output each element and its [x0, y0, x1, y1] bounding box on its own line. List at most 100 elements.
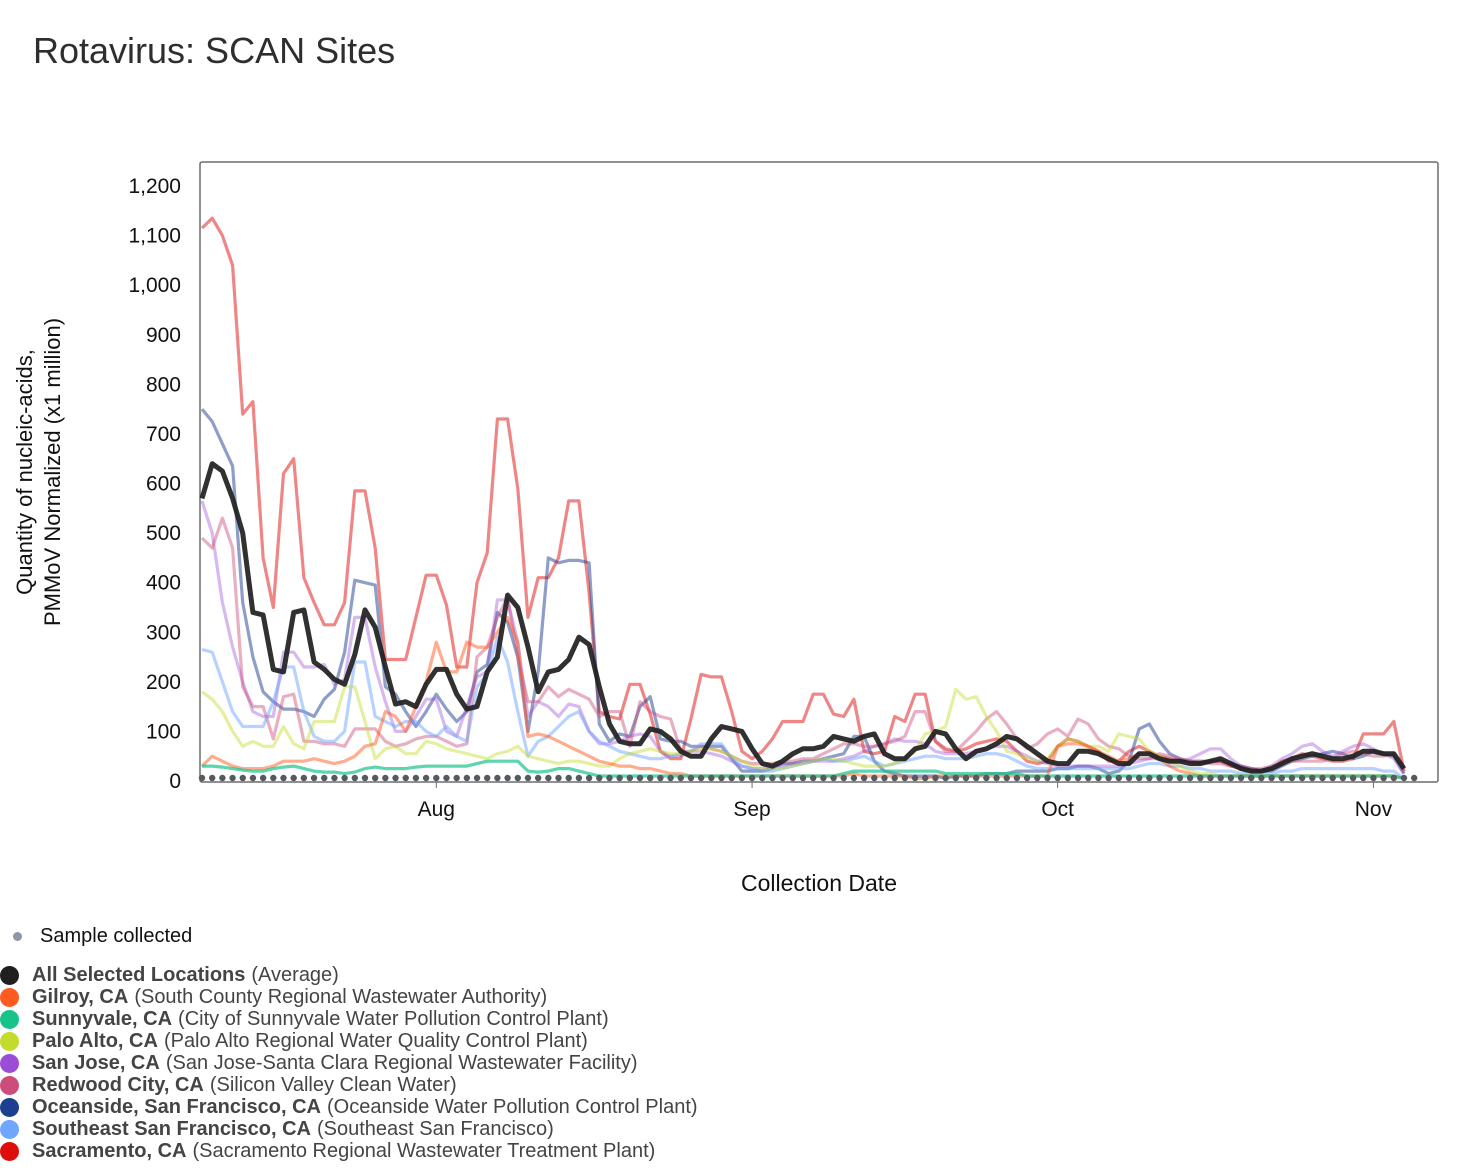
legend-item[interactable]: Sacramento, CA (Sacramento Regional Waste… — [0, 1140, 698, 1162]
sample-marker — [830, 774, 837, 782]
sample-marker — [677, 774, 684, 782]
sample-marker — [1288, 774, 1296, 782]
sample-marker — [270, 774, 277, 782]
legend-swatch-icon — [0, 1141, 19, 1161]
sample-marker — [687, 774, 695, 782]
legend-location: Sacramento, CA — [32, 1139, 187, 1162]
sample-marker — [942, 774, 949, 782]
legend-item[interactable]: Southeast San Francisco, CA (Southeast Sa… — [0, 1118, 698, 1140]
sample-marker — [473, 774, 481, 782]
legend-location: San Jose, CA — [32, 1051, 160, 1074]
series-line[interactable] — [201, 685, 1405, 781]
sample-marker — [534, 774, 542, 782]
legend-facility: (Average) — [251, 963, 339, 986]
legend-item[interactable]: Redwood City, CA (Silicon Valley Clean Wa… — [0, 1074, 698, 1096]
y-tick-label: 400 — [146, 572, 181, 595]
legend-item[interactable]: Oceanside, San Francisco, CA (Oceanside W… — [0, 1096, 698, 1118]
y-tick-label: 1,200 — [128, 175, 181, 198]
legend-location: Redwood City, CA — [32, 1073, 204, 1096]
legend-location: Sunnyvale, CA — [32, 1007, 173, 1030]
x-axis-label: Collection Date — [741, 870, 897, 896]
y-axis-label: Quantity of nucleic-acids, PMMoV Normali… — [12, 318, 65, 626]
sample-marker — [901, 774, 909, 782]
sample-marker — [1095, 774, 1102, 782]
legend-swatch-icon — [0, 987, 19, 1007]
sample-marker — [1085, 774, 1092, 782]
sample-marker — [1370, 774, 1377, 782]
legend-item[interactable]: Sunnyvale, CA (City of Sunnyvale Water Po… — [0, 1008, 698, 1030]
sample-marker — [789, 774, 797, 782]
x-tick-label: Aug — [418, 798, 455, 821]
sample-marker — [412, 774, 420, 782]
y-tick-label: 500 — [146, 522, 181, 545]
legend-location: All Selected Locations — [32, 963, 246, 986]
legend-series-list: All Selected Locations (Average) Gilroy, C… — [0, 964, 698, 1162]
sample-marker — [402, 774, 409, 782]
y-axis-label-line1: Quantity of nucleic-acids, — [12, 349, 37, 595]
sample-marker — [494, 774, 501, 782]
legend-item[interactable]: All Selected Locations (Average) — [0, 964, 698, 986]
legend-item[interactable]: San Jose, CA (San Jose-Santa Clara Region… — [0, 1052, 698, 1074]
sample-marker — [422, 774, 430, 782]
sample-marker — [1054, 774, 1061, 782]
sample-marker — [524, 774, 532, 782]
sample-marker — [1105, 774, 1112, 782]
sample-marker — [514, 774, 521, 782]
sample-marker — [1390, 774, 1398, 782]
y-tick-label: 600 — [146, 473, 181, 496]
y-tick-label: 300 — [146, 621, 181, 644]
y-tick-label: 1,100 — [128, 225, 181, 248]
sample-marker — [860, 774, 868, 782]
sample-marker — [1044, 774, 1051, 782]
series-line[interactable] — [199, 461, 1407, 774]
sample-marker — [371, 774, 379, 782]
sample-marker — [1400, 774, 1408, 782]
y-tick-label: 1,000 — [128, 274, 181, 297]
sample-marker — [871, 774, 878, 782]
legend-location: Oceanside, San Francisco, CA — [32, 1095, 321, 1118]
legend-facility: (Palo Alto Regional Water Quality Contro… — [163, 1029, 588, 1052]
sample-marker — [453, 774, 460, 782]
sample-marker — [850, 774, 858, 782]
sample-marker — [208, 774, 216, 782]
legend-facility: (City of Sunnyvale Water Pollution Contr… — [178, 1007, 609, 1030]
sample-marker — [321, 774, 328, 782]
sample-marker — [1319, 774, 1326, 782]
sample-marker — [1309, 774, 1316, 782]
legend-item[interactable]: Gilroy, CA (South County Regional Wastewa… — [0, 986, 698, 1008]
sample-marker — [972, 774, 980, 782]
legend-facility: (Sacramento Regional Wastewater Treatmen… — [192, 1139, 656, 1162]
y-tick-label: 700 — [146, 423, 181, 446]
sample-marker — [1176, 774, 1184, 782]
sample-marker — [993, 774, 1000, 782]
sample-marker — [1064, 774, 1072, 782]
x-axis-ticks: Aug Sep Oct Nov — [418, 782, 1393, 821]
series-line[interactable] — [201, 635, 1405, 780]
sample-marker — [219, 774, 226, 782]
legend-item[interactable]: Palo Alto, CA (Palo Alto Regional Water Q… — [0, 1030, 698, 1052]
sample-marker — [667, 774, 674, 782]
sample-marker — [840, 774, 847, 782]
y-axis-ticks: 0 100 200 300 400 500 600 700 800 900 1,000 1,100 1,… — [128, 175, 181, 793]
sample-marker — [1034, 774, 1041, 782]
sample-marker — [1186, 774, 1194, 782]
sample-marker — [1207, 774, 1214, 782]
legend-sample-label: Sample collected — [40, 924, 193, 947]
sample-marker — [433, 774, 440, 782]
y-axis-label-line2: PMMoV Normalized (x1 million) — [40, 318, 65, 626]
sample-marker — [911, 774, 919, 782]
legend-swatch-icon — [0, 1075, 19, 1095]
sample-marker — [1410, 774, 1418, 782]
sample-marker — [443, 774, 450, 782]
sample-marker — [881, 774, 888, 782]
sample-marker — [1003, 774, 1010, 782]
sample-marker — [1329, 774, 1336, 782]
sample-marker — [463, 774, 471, 782]
sample-marker — [249, 774, 257, 782]
y-tick-label: 0 — [169, 770, 181, 793]
sample-marker — [1166, 774, 1173, 782]
sample-marker — [809, 774, 817, 782]
sample-marker — [626, 774, 634, 782]
sample-marker — [1115, 774, 1122, 782]
sample-marker — [1268, 774, 1275, 782]
